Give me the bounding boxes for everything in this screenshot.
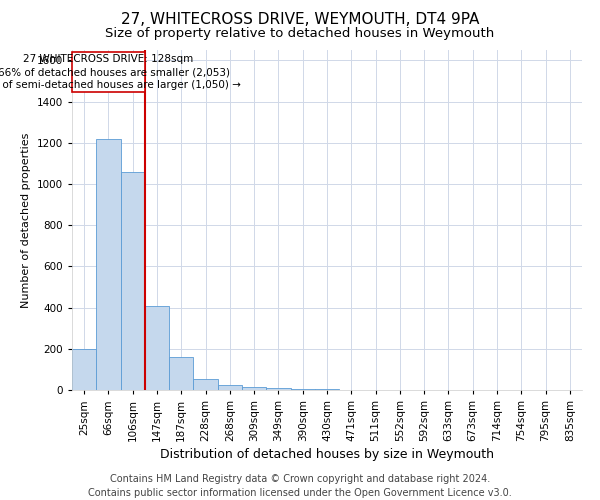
Bar — [218, 385, 242, 390]
Bar — [315, 389, 339, 390]
X-axis label: Distribution of detached houses by size in Weymouth: Distribution of detached houses by size … — [160, 448, 494, 461]
Text: Size of property relative to detached houses in Weymouth: Size of property relative to detached ho… — [106, 28, 494, 40]
Bar — [145, 306, 169, 390]
Bar — [72, 52, 145, 92]
Bar — [121, 172, 145, 390]
Text: 27, WHITECROSS DRIVE, WEYMOUTH, DT4 9PA: 27, WHITECROSS DRIVE, WEYMOUTH, DT4 9PA — [121, 12, 479, 28]
Bar — [96, 138, 121, 390]
Text: Contains HM Land Registry data © Crown copyright and database right 2024.
Contai: Contains HM Land Registry data © Crown c… — [88, 474, 512, 498]
Bar — [290, 389, 315, 390]
Bar — [242, 387, 266, 390]
Bar — [193, 378, 218, 390]
Bar — [266, 388, 290, 390]
Bar — [169, 357, 193, 390]
Y-axis label: Number of detached properties: Number of detached properties — [21, 132, 31, 308]
Bar — [72, 349, 96, 390]
Text: 27 WHITECROSS DRIVE: 128sqm
← 66% of detached houses are smaller (2,053)
34% of : 27 WHITECROSS DRIVE: 128sqm ← 66% of det… — [0, 54, 241, 90]
